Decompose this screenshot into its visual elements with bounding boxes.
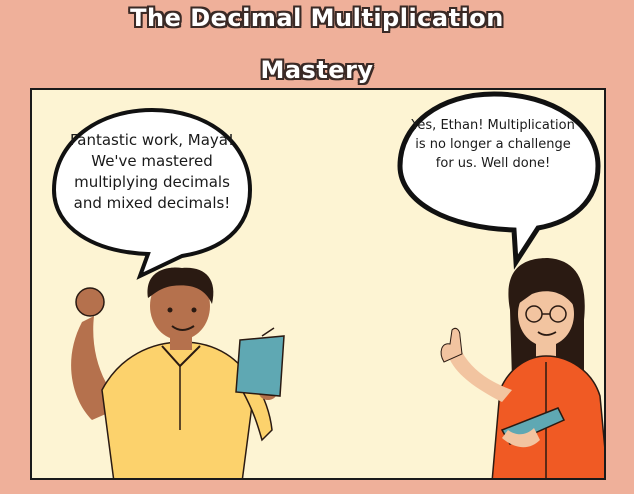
girl-character <box>440 258 604 478</box>
girl-pointing-hand <box>440 327 463 363</box>
comic-panel: Fantastic work, Maya! We've mastered mul… <box>30 88 606 480</box>
teal-book-icon <box>235 327 285 397</box>
left-speech-bubble <box>51 107 253 280</box>
girl-raised-arm <box>450 352 512 402</box>
boy-hair <box>147 267 214 304</box>
comic-scene <box>51 91 604 478</box>
right-bubble-text: Yes, Ethan! Multiplication is no longer … <box>411 118 575 171</box>
boy-head <box>150 272 210 340</box>
left-bubble-text: Fantastic work, Maya! We've mastered mul… <box>70 131 234 212</box>
boy-character <box>71 267 285 478</box>
boy-fist <box>75 287 105 317</box>
comic-title-line-1: The Decimal Multiplication <box>130 4 504 32</box>
glasses-icon <box>525 305 567 323</box>
comic-title-line-2: Mastery <box>260 56 374 84</box>
right-speech-bubble <box>397 91 601 270</box>
